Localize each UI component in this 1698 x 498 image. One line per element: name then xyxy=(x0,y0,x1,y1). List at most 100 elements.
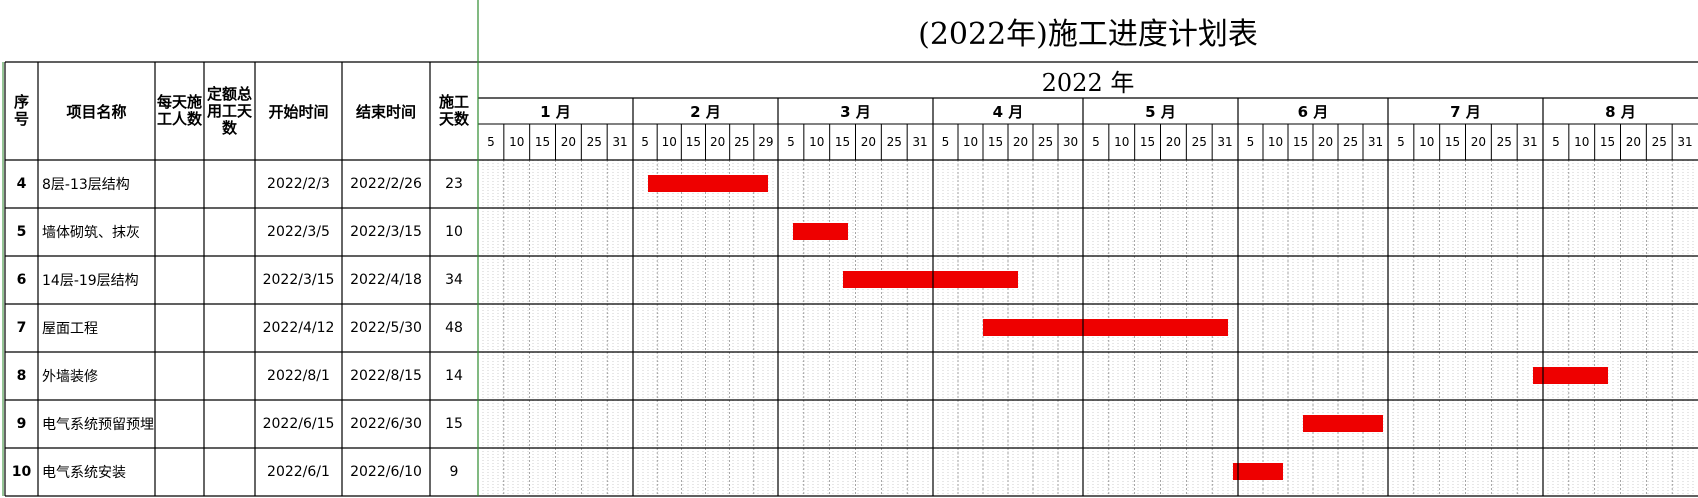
column-header-end[interactable]: 结束时间 xyxy=(355,102,416,121)
task-end[interactable]: 2022/6/30 xyxy=(350,416,422,432)
day-tick[interactable]: 25 xyxy=(586,135,602,149)
month-header[interactable]: 3 月 xyxy=(840,102,871,121)
day-tick[interactable]: 25 xyxy=(1037,135,1054,149)
task-workers[interactable] xyxy=(155,304,204,352)
day-tick[interactable]: 10 xyxy=(509,135,525,149)
task-days[interactable]: 9 xyxy=(449,464,459,480)
task-bar[interactable] xyxy=(1303,415,1383,432)
column-header-days[interactable]: 施工天数 xyxy=(438,93,469,128)
day-tick[interactable]: 20 xyxy=(709,135,726,149)
day-tick[interactable]: 25 xyxy=(1342,135,1359,149)
day-tick[interactable]: 20 xyxy=(1012,135,1029,149)
task-bar[interactable] xyxy=(983,319,1228,336)
day-tick[interactable]: 25 xyxy=(734,135,750,149)
day-tick[interactable]: 25 xyxy=(886,135,902,149)
column-header-workers[interactable]: 每天施工人数 xyxy=(157,93,203,128)
task-seq[interactable]: 6 xyxy=(16,272,27,288)
task-days[interactable]: 48 xyxy=(445,320,463,336)
task-days[interactable]: 14 xyxy=(445,368,463,384)
day-tick[interactable]: 15 xyxy=(1599,135,1616,149)
task-workers[interactable] xyxy=(155,448,204,496)
day-tick[interactable]: 20 xyxy=(1470,135,1487,149)
day-tick[interactable]: 5 xyxy=(941,135,950,149)
day-tick[interactable]: 5 xyxy=(1397,135,1405,149)
task-days[interactable]: 34 xyxy=(445,272,463,288)
task-days[interactable]: 23 xyxy=(445,176,463,192)
day-tick[interactable]: 5 xyxy=(641,135,649,149)
task-bar[interactable] xyxy=(1533,367,1608,384)
day-tick[interactable]: 5 xyxy=(1552,135,1560,149)
task-quota[interactable] xyxy=(204,208,255,256)
task-workers[interactable] xyxy=(155,352,204,400)
day-tick[interactable]: 15 xyxy=(987,135,1004,149)
task-seq[interactable]: 7 xyxy=(16,320,27,336)
day-tick[interactable]: 31 xyxy=(1677,135,1693,149)
task-end[interactable]: 2022/5/30 xyxy=(350,320,422,336)
task-bar[interactable] xyxy=(793,223,848,240)
task-workers[interactable] xyxy=(155,160,204,208)
day-tick[interactable]: 30 xyxy=(1062,135,1079,149)
month-header[interactable]: 4 月 xyxy=(992,102,1024,121)
task-workers[interactable] xyxy=(155,256,204,304)
day-tick[interactable]: 10 xyxy=(1574,135,1590,149)
task-name[interactable]: 外墙装修 xyxy=(42,369,98,385)
column-header-start[interactable]: 开始时间 xyxy=(268,102,329,121)
task-name[interactable]: 屋面工程 xyxy=(42,321,98,337)
task-quota[interactable] xyxy=(204,256,255,304)
day-tick[interactable]: 20 xyxy=(560,135,577,149)
task-end[interactable]: 2022/6/10 xyxy=(350,464,422,480)
day-tick[interactable]: 10 xyxy=(1267,135,1284,149)
day-tick[interactable]: 10 xyxy=(1419,135,1435,149)
task-seq[interactable]: 9 xyxy=(16,416,27,432)
day-tick[interactable]: 5 xyxy=(1246,135,1255,149)
task-end[interactable]: 2022/8/15 xyxy=(350,368,422,384)
day-tick[interactable]: 31 xyxy=(1367,135,1384,149)
day-tick[interactable]: 20 xyxy=(1625,135,1642,149)
month-header[interactable]: 5 月 xyxy=(1145,102,1176,121)
day-tick[interactable]: 15 xyxy=(834,135,851,149)
day-tick[interactable]: 31 xyxy=(612,135,628,149)
task-bar[interactable] xyxy=(1233,463,1283,480)
task-seq[interactable]: 4 xyxy=(16,176,27,192)
task-name[interactable]: 14层-19层结构 xyxy=(42,273,139,289)
task-start[interactable]: 2022/6/15 xyxy=(262,416,335,432)
task-quota[interactable] xyxy=(204,448,255,496)
day-tick[interactable]: 31 xyxy=(912,135,928,149)
task-days[interactable]: 10 xyxy=(445,224,463,240)
day-tick[interactable]: 29 xyxy=(758,135,774,149)
day-tick[interactable]: 31 xyxy=(1217,135,1233,149)
task-bar[interactable] xyxy=(648,175,768,192)
sheet-title[interactable]: (2022年)施工进度计划表 xyxy=(918,17,1258,52)
task-start[interactable]: 2022/4/12 xyxy=(262,320,335,336)
task-bar[interactable] xyxy=(843,271,1018,288)
task-end[interactable]: 2022/3/15 xyxy=(350,224,422,240)
day-tick[interactable]: 10 xyxy=(962,135,979,149)
day-tick[interactable]: 15 xyxy=(685,135,702,149)
task-days[interactable]: 15 xyxy=(445,416,463,432)
task-quota[interactable] xyxy=(204,160,255,208)
task-name[interactable]: 8层-13层结构 xyxy=(42,177,130,193)
day-tick[interactable]: 20 xyxy=(1165,135,1182,149)
task-name[interactable]: 电气系统安装 xyxy=(42,465,126,481)
day-tick[interactable]: 25 xyxy=(1496,135,1512,149)
day-tick[interactable]: 5 xyxy=(487,135,495,149)
year-label[interactable]: 2022 年 xyxy=(1041,68,1135,97)
task-quota[interactable] xyxy=(204,304,255,352)
task-name[interactable]: 电气系统预留预埋 xyxy=(42,417,154,433)
month-header[interactable]: 8 月 xyxy=(1605,102,1636,121)
day-tick[interactable]: 10 xyxy=(809,135,825,149)
month-header[interactable]: 1 月 xyxy=(540,102,571,121)
task-quota[interactable] xyxy=(204,400,255,448)
task-start[interactable]: 2022/3/5 xyxy=(267,224,330,240)
day-tick[interactable]: 25 xyxy=(1651,135,1667,149)
day-tick[interactable]: 15 xyxy=(1444,135,1461,149)
month-header[interactable]: 6 月 xyxy=(1297,102,1329,121)
day-tick[interactable]: 20 xyxy=(860,135,877,149)
task-seq[interactable]: 5 xyxy=(16,224,27,240)
day-tick[interactable]: 5 xyxy=(1092,135,1100,149)
task-seq[interactable]: 8 xyxy=(16,368,27,384)
task-name[interactable]: 墙体砌筑、抹灰 xyxy=(42,225,140,241)
task-workers[interactable] xyxy=(155,400,204,448)
day-tick[interactable]: 10 xyxy=(1114,135,1130,149)
day-tick[interactable]: 5 xyxy=(787,135,795,149)
